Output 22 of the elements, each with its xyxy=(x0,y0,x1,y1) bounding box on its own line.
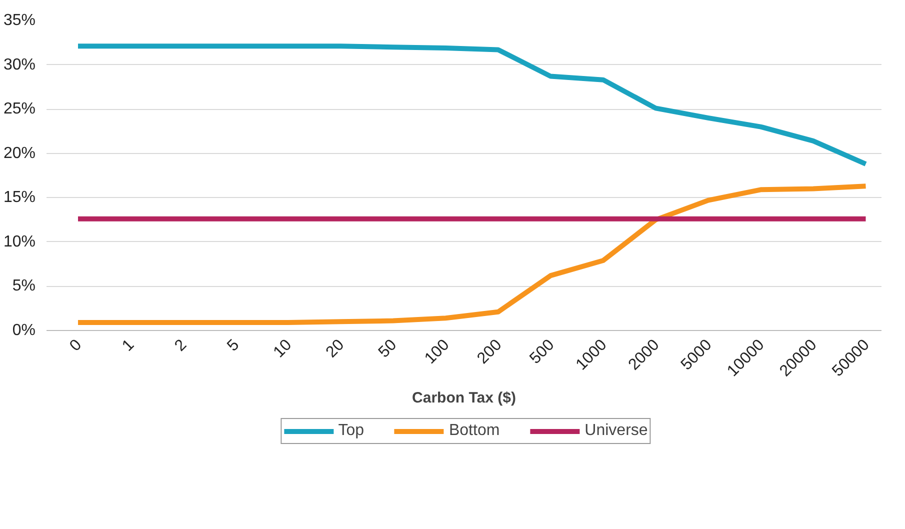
y-tick-label: 30% xyxy=(3,56,36,74)
y-tick-label: 10% xyxy=(3,233,36,250)
y-tick-label: 35% xyxy=(3,12,36,29)
y-tick-label: 20% xyxy=(3,144,36,162)
x-axis-title: Carbon Tax ($) xyxy=(412,389,516,406)
y-tick-label: 0% xyxy=(12,322,36,339)
y-tick-label: 25% xyxy=(3,100,36,118)
legend-label: Bottom xyxy=(448,422,500,440)
y-tick-label: 15% xyxy=(3,189,36,206)
x-tick-label: 0 xyxy=(66,336,86,355)
x-tick-label: 5 xyxy=(224,336,243,355)
x-tick-label: 200 xyxy=(474,336,506,368)
x-tick-label: 100 xyxy=(422,336,453,368)
x-tick-label: 20 xyxy=(323,336,348,362)
y-tick-label: 5% xyxy=(12,278,36,295)
x-tick-label: 50 xyxy=(376,336,400,362)
x-tick-label: 2 xyxy=(172,336,190,355)
x-tick-label: 1 xyxy=(119,336,138,355)
legend-label: Universe xyxy=(584,422,648,440)
x-tick-label: 500 xyxy=(526,336,558,368)
legend-label: Top xyxy=(338,422,364,440)
x-tick-label: 10 xyxy=(270,336,296,362)
